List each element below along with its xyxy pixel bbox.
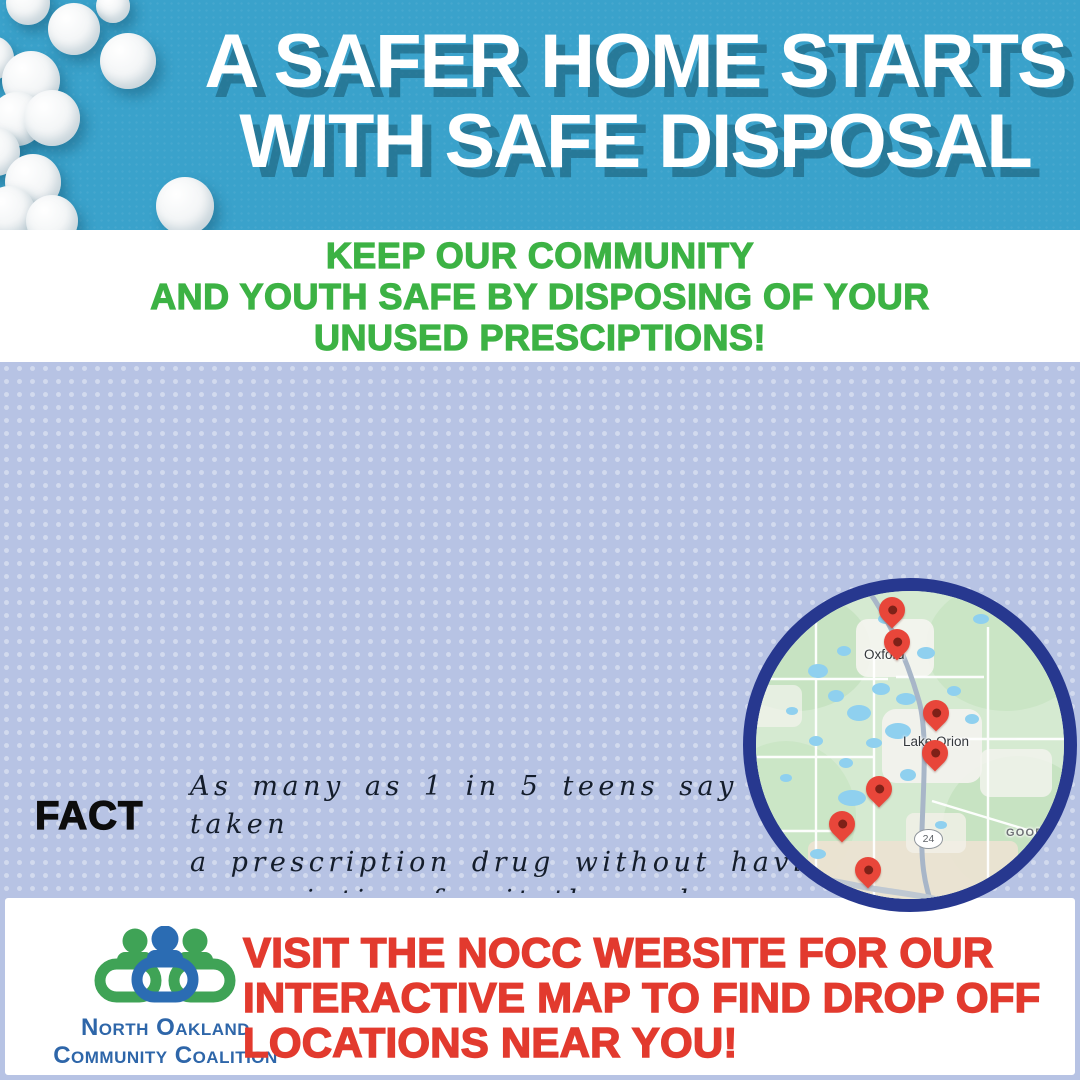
- fact-label: FACT: [34, 793, 144, 838]
- footer-panel: North Oakland Community Coalition VISIT …: [0, 893, 1080, 1080]
- map-pin: [917, 694, 955, 736]
- map-pin: [873, 591, 911, 633]
- map-pin: [916, 734, 954, 776]
- subheader-strip: KEEP OUR COMMUNITY AND YOUTH SAFE BY DIS…: [0, 230, 1080, 362]
- map-image: Oxford Lake Orion GOODR 24 hus: [743, 578, 1077, 912]
- org-name: North Oakland Community Coalition: [53, 1014, 278, 1069]
- pill: [6, 0, 50, 25]
- map-pin: [878, 623, 916, 665]
- poster-title: A SAFER HOME STARTS WITH SAFE DISPOSAL: [204, 19, 1067, 184]
- pill: [26, 195, 78, 230]
- map-pin: [860, 770, 898, 812]
- route-24-shield: 24: [914, 829, 943, 849]
- map-town-label: GOODR: [1006, 827, 1054, 839]
- map-road-label: hus: [827, 885, 847, 901]
- cta-text: VISIT THE NOCC WEBSITE FOR OUR INTERACTI…: [242, 929, 1041, 1066]
- map-pin: [823, 805, 861, 847]
- pill: [48, 3, 100, 55]
- header-banner: A SAFER HOME STARTS WITH SAFE DISPOSAL: [0, 0, 1080, 230]
- nocc-logo: North Oakland Community Coalition: [33, 926, 298, 1070]
- subheader-text: KEEP OUR COMMUNITY AND YOUTH SAFE BY DIS…: [150, 234, 930, 358]
- pill: [24, 90, 80, 146]
- people-chain-logo-icon: [94, 926, 236, 1003]
- pill: [156, 177, 214, 230]
- pill: [100, 33, 156, 89]
- pill: [96, 0, 130, 23]
- map-pin: [849, 851, 887, 893]
- route-number: 24: [922, 833, 935, 845]
